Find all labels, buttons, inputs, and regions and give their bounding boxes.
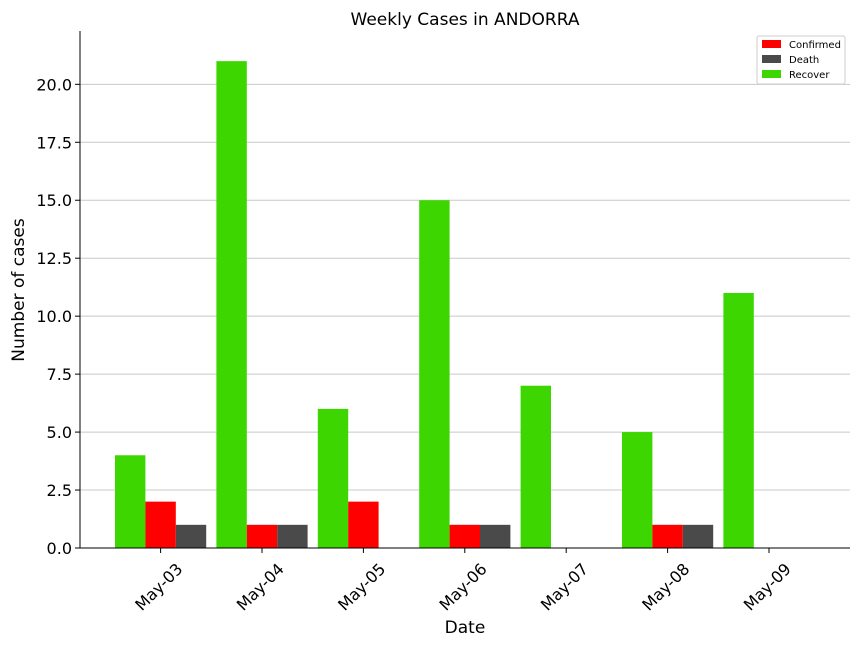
bar-death-may-08 [682,524,714,548]
y-axis-label: Number of cases [9,218,29,362]
x-tick-label: May-04 [233,559,288,614]
y-tick-label: 15.0 [36,191,72,210]
y-tick-label: 5.0 [47,423,72,442]
x-ticks: May-03 May-04 May-05 May-06 May-07 May-08 May-… [131,548,795,615]
y-tick-label: 7.5 [47,365,72,384]
y-tick-label: 17.5 [36,133,72,152]
legend-label-confirmed: Confirmed [789,40,841,51]
y-tick-label: 0.0 [47,539,72,558]
legend: Confirmed Death Recover [756,35,846,85]
bars [115,61,754,549]
bar-confirmed-may-06 [449,524,480,548]
bar-confirmed-may-05 [348,501,379,548]
bar-recover-may-07 [520,385,551,548]
x-tick-label: May-09 [740,559,795,614]
x-axis-label: Date [445,618,486,638]
x-tick-label: May-08 [638,559,693,614]
x-tick-label: May-03 [131,559,186,614]
x-tick-label: May-05 [334,559,389,614]
chart-title: Weekly Cases in ANDORRA [351,10,580,30]
legend-swatch-recover [762,70,781,78]
bar-recover-may-09 [723,292,754,548]
y-tick-label: 2.5 [47,481,72,500]
bar-death-may-06 [480,524,511,548]
legend-swatch-death [762,55,781,63]
bar-death-may-03 [175,524,207,548]
legend-swatch-confirmed [762,40,781,48]
gridlines [80,83,850,491]
legend-label-death: Death [789,55,819,66]
y-tick-label: 12.5 [36,249,72,268]
bar-recover-may-08 [622,432,653,548]
bar-confirmed-may-08 [652,524,683,548]
bar-recover-may-06 [419,200,450,548]
bar-confirmed-may-04 [246,524,278,548]
bar-recover-may-04 [216,61,247,549]
x-tick-label: May-06 [436,559,491,614]
bar-confirmed-may-03 [145,501,176,548]
y-tick-label: 20.0 [36,75,72,94]
bar-recover-may-03 [115,455,146,548]
y-ticks: 0.0 2.5 5.0 7.5 10.0 12.5 15.0 17.5 20.0 [36,75,80,558]
bar-recover-may-05 [317,408,349,548]
y-tick-label: 10.0 [36,307,72,326]
legend-label-recover: Recover [789,70,830,81]
x-tick-label: May-07 [537,559,592,614]
bar-death-may-04 [277,524,308,548]
